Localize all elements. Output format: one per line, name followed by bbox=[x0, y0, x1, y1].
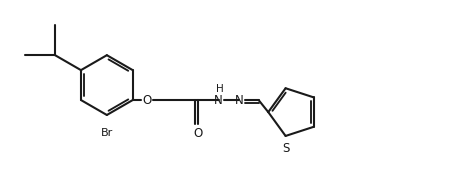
Text: O: O bbox=[193, 127, 202, 140]
Text: O: O bbox=[143, 94, 152, 107]
Text: S: S bbox=[282, 142, 289, 155]
Text: Br: Br bbox=[101, 128, 113, 138]
Text: H: H bbox=[216, 84, 224, 94]
Text: N: N bbox=[234, 94, 243, 107]
Text: N: N bbox=[214, 94, 223, 107]
